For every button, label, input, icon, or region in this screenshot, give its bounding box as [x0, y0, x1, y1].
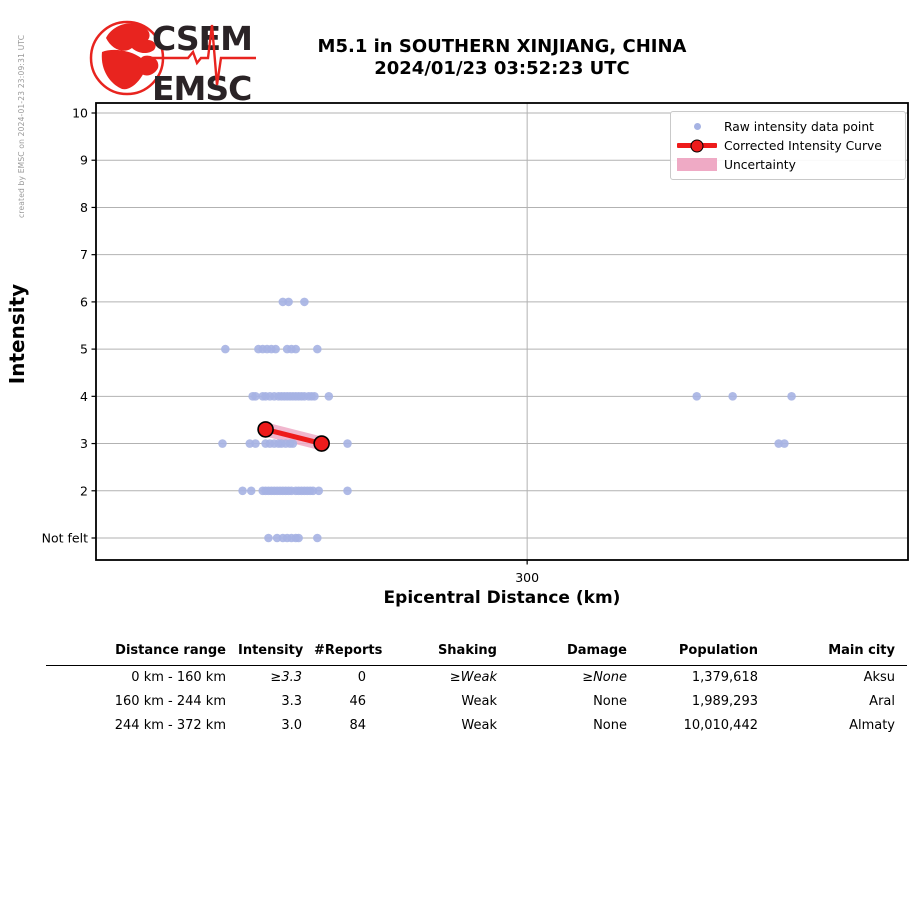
table-row-2-reports: 84 — [349, 718, 366, 733]
raw-data-point — [728, 392, 737, 401]
y-tick-label: 5 — [80, 342, 88, 357]
legend-label-raw: Raw intensity data point — [724, 119, 874, 134]
table-header-population: Population — [639, 639, 770, 666]
raw-data-point — [246, 486, 256, 496]
logo-emsc-text: EMSC — [152, 69, 251, 104]
table-row-0-intensity: ≥3.3 — [270, 670, 302, 685]
raw-data-point — [294, 533, 303, 543]
table-header-intensity: Intensity — [238, 639, 314, 666]
y-tick-label: Not felt — [42, 531, 88, 546]
raw-data-point — [300, 297, 309, 307]
logo-csem-text: CSEM — [152, 19, 252, 58]
raw-data-point — [218, 439, 227, 448]
table-row-0-reports: 0 — [357, 670, 366, 685]
title-event: M5.1 in SOUTHERN XINJIANG, CHINA — [317, 36, 687, 57]
raw-data-point — [264, 533, 273, 543]
table-header-main_city: Main city — [770, 639, 907, 666]
page-title: M5.1 in SOUTHERN XINJIANG, CHINA 2024/01… — [96, 36, 908, 80]
table-row-0-main_city: Aksu — [863, 670, 895, 685]
table-row-1-damage: None — [593, 694, 627, 709]
raw-data-point — [310, 392, 319, 401]
table-row-0-shaking: ≥Weak — [449, 670, 497, 685]
y-tick-label: 10 — [72, 106, 88, 121]
corrected-curve-marker — [257, 421, 274, 438]
curve-line-icon — [677, 139, 717, 152]
legend-item-raw: Raw intensity data point — [675, 117, 905, 136]
raw-data-point — [288, 439, 298, 448]
legend-label-curve: Corrected Intensity Curve — [724, 138, 882, 153]
y-tick-label: 3 — [80, 436, 88, 451]
raw-data-point — [271, 344, 280, 354]
table-row-2-intensity: 3.0 — [281, 718, 302, 733]
curve-marker-icon — [690, 139, 704, 152]
legend-item-curve: Corrected Intensity Curve — [675, 136, 905, 155]
raw-data-point — [291, 344, 301, 354]
legend-item-uncertainty: Uncertainty — [675, 155, 905, 174]
raw-data-point — [780, 439, 789, 448]
summary-table: Distance range Intensity #Reports Shaking Da… — [46, 639, 907, 738]
table-header-damage: Damage — [509, 639, 639, 666]
table-row-1-population: 1,989,293 — [691, 694, 758, 709]
logo-continent-europe-icon — [106, 23, 156, 54]
legend-label-uncertainty: Uncertainty — [724, 157, 796, 172]
title-datetime: 2024/01/23 03:52:23 UTC — [374, 58, 630, 79]
chart-legend: Raw intensity data point Corrected Inten… — [670, 111, 906, 180]
table-header-distance_range: Distance range — [46, 639, 238, 666]
raw-data-point — [343, 486, 352, 496]
raw-data-point — [313, 533, 322, 543]
table-row-1-shaking: Weak — [461, 694, 497, 709]
csem-emsc-logo: CSEM EMSC — [89, 19, 256, 104]
y-tick-label: 6 — [80, 294, 88, 309]
table-header-shaking: Shaking — [386, 639, 509, 666]
raw-data-point — [324, 392, 334, 401]
corrected-curve-marker — [313, 435, 330, 452]
plot-border — [95, 102, 909, 561]
table-row-2-main_city: Almaty — [849, 718, 895, 733]
table-row-2-damage: None — [593, 718, 627, 733]
raw-data-point — [284, 297, 293, 307]
raw-data-point — [313, 344, 322, 354]
y-axis-label: Intensity — [5, 283, 29, 385]
logo-continent-asia-icon — [138, 55, 159, 76]
raw-data-point — [314, 486, 324, 496]
table-row-1-main_city: Aral — [869, 694, 895, 709]
raw-data-point — [787, 392, 796, 401]
raw-data-point — [238, 486, 247, 496]
table-row-0-damage: ≥None — [582, 670, 627, 685]
logo-seismogram-icon — [148, 24, 256, 86]
y-tick-label: 2 — [80, 483, 88, 498]
logo-continent-africa-icon — [101, 49, 146, 90]
raw-data-point — [251, 392, 260, 401]
x-tick-label: 300 — [515, 570, 539, 585]
table-row-2-population: 10,010,442 — [683, 718, 758, 733]
table-row-2-shaking: Weak — [461, 718, 497, 733]
table-header-reports: #Reports — [314, 639, 386, 666]
raw-data-point — [343, 439, 352, 448]
table-row-1-reports: 46 — [349, 694, 366, 709]
table-row-0-distance_range: 0 km - 160 km — [131, 670, 226, 685]
x-axis-label: Epicentral Distance (km) — [383, 588, 621, 608]
raw-data-point — [692, 392, 702, 401]
table-row-2-distance_range: 244 km - 372 km — [114, 718, 226, 733]
table-row-1-intensity: 3.3 — [281, 694, 302, 709]
y-tick-label: 4 — [80, 389, 88, 404]
corrected-curve-line — [264, 426, 323, 446]
raw-data-point — [221, 344, 230, 354]
raw-data-point — [251, 439, 260, 448]
uncertainty-swatch-icon — [677, 158, 717, 171]
intensity-distance-chart: 10 9 8 7 6 5 4 3 2 Not felt 300 — [42, 102, 909, 585]
y-tick-label: 8 — [80, 200, 88, 215]
table-row-0-population: 1,379,618 — [691, 670, 758, 685]
raw-point-icon — [693, 123, 701, 130]
y-tick-label: 7 — [80, 247, 88, 262]
y-tick-label: 9 — [80, 153, 88, 168]
table-row-1-distance_range: 160 km - 244 km — [114, 694, 226, 709]
